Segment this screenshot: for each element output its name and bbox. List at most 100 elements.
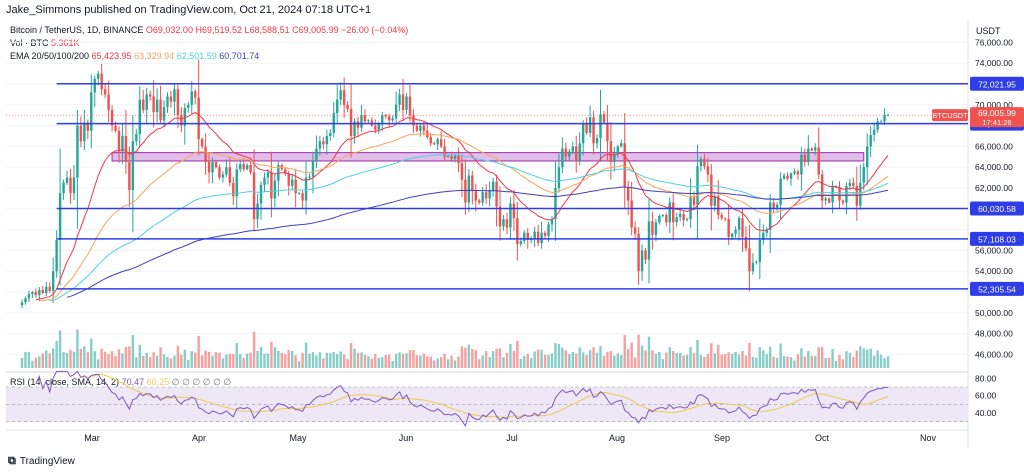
volume-bar (820, 347, 824, 368)
candle-body (69, 177, 72, 194)
volume-bar (512, 350, 516, 368)
volume-bar (789, 357, 793, 368)
candle-body (471, 175, 474, 192)
level-label-bg (970, 281, 1024, 296)
volume-bar (169, 358, 173, 368)
volume-bar (467, 344, 471, 368)
candle-body (581, 123, 585, 144)
candle-body (308, 176, 311, 178)
candle-body (384, 115, 387, 117)
volume-bar (800, 348, 803, 368)
volume-bar (263, 353, 266, 368)
volume-value: 5.361K (51, 38, 80, 48)
candle-body (297, 193, 301, 195)
candle-body (394, 104, 398, 119)
candle-body (620, 143, 623, 147)
volume-bar (460, 346, 464, 368)
candles (20, 59, 890, 309)
footer-brand-label: TradingView (19, 456, 75, 467)
candle-body (547, 224, 550, 236)
candle-body (578, 143, 581, 161)
candle-body (616, 146, 620, 154)
volume-bar (498, 348, 502, 368)
candle-body (439, 139, 443, 147)
volume-bar (176, 345, 180, 368)
candle-body (543, 232, 547, 236)
volume-bar (187, 359, 190, 368)
month-label: May (289, 433, 307, 443)
candle-body (630, 200, 633, 228)
volume-bar (128, 346, 131, 368)
price-zone (111, 152, 865, 162)
level-label-bg (970, 231, 1024, 246)
candle-body (24, 298, 27, 303)
volume-bar (464, 347, 467, 368)
candle-body (235, 169, 238, 197)
rsi-legend[interactable]: RSI (14, close, SMA, 14, 2) 70.47 60.25 … (10, 377, 231, 388)
volume-bar (509, 343, 512, 368)
volume-bar (727, 352, 730, 368)
volume-bar (65, 352, 69, 368)
candle-body (162, 106, 166, 121)
volume-bar (602, 355, 606, 368)
volume-bar (879, 354, 883, 368)
volume-bar (824, 357, 827, 368)
price-axis: 72,021.9568,188.8660,030.5857,108.0352,3… (932, 37, 1024, 418)
footer-brand[interactable]: ⧉ TradingView (8, 455, 75, 468)
volume-bar (138, 344, 141, 368)
candle-body (339, 90, 342, 100)
volume-bar (550, 353, 554, 368)
last-price-symbol: BTCUSDT (932, 111, 968, 120)
price-tick-label: 70,000.00 (975, 100, 1013, 110)
volume-bar (575, 353, 578, 368)
candle-body (730, 233, 734, 237)
volume-bar (318, 352, 322, 368)
candle-body (38, 289, 41, 296)
volume-bar (581, 352, 585, 368)
candle-body (498, 206, 502, 227)
price-tick-label: 64,000.00 (975, 162, 1013, 172)
candle-body (96, 73, 100, 79)
candle-body (737, 218, 741, 230)
volume-bar (148, 357, 152, 368)
tradingview-logo-icon: ⧉ (8, 455, 16, 467)
candle-body (138, 99, 141, 134)
volume-bar (453, 360, 457, 368)
candle-body (647, 221, 651, 260)
candle-body (654, 222, 658, 235)
volume-bar (796, 354, 800, 368)
candle-body (45, 286, 48, 294)
symbol-legend[interactable]: Bitcoin / TetherUS, 1D, BINANCE O69,032.… (10, 25, 408, 35)
volume-bar (848, 352, 852, 368)
candle-body (755, 261, 758, 263)
ohlc-high: H69,519.52 (195, 25, 243, 35)
volume-bar (207, 351, 211, 368)
volume-bar (793, 360, 796, 368)
volume-bar (779, 343, 782, 368)
volume-bar (277, 350, 280, 368)
last-price-value: 69,005.99 (978, 108, 1016, 118)
candle-body (436, 139, 439, 145)
ema-legend[interactable]: EMA 20/50/100/200 65,423.95 63,329.94 62… (10, 51, 259, 61)
candle-body (696, 166, 699, 205)
volume-bar (869, 348, 872, 368)
candle-body (398, 94, 401, 105)
volume-bar (24, 352, 27, 368)
candle-body (79, 125, 83, 142)
candle-body (148, 94, 152, 97)
volume-bar (325, 352, 329, 368)
volume-bar (242, 357, 245, 368)
volume-bar (696, 339, 699, 368)
candle-body (259, 184, 263, 204)
volume-bar (488, 357, 491, 368)
volume-bar (266, 353, 270, 368)
volume-bar (121, 353, 124, 368)
candle-body (862, 167, 865, 183)
volume-bar (620, 354, 623, 368)
price-tick-label: 48,000.00 (975, 329, 1013, 339)
volume-bar (367, 356, 370, 368)
volume-legend[interactable]: Vol · BTC 5.361K (10, 38, 80, 48)
ema50-value: 63,329.94 (134, 51, 175, 61)
candle-body (58, 193, 62, 240)
